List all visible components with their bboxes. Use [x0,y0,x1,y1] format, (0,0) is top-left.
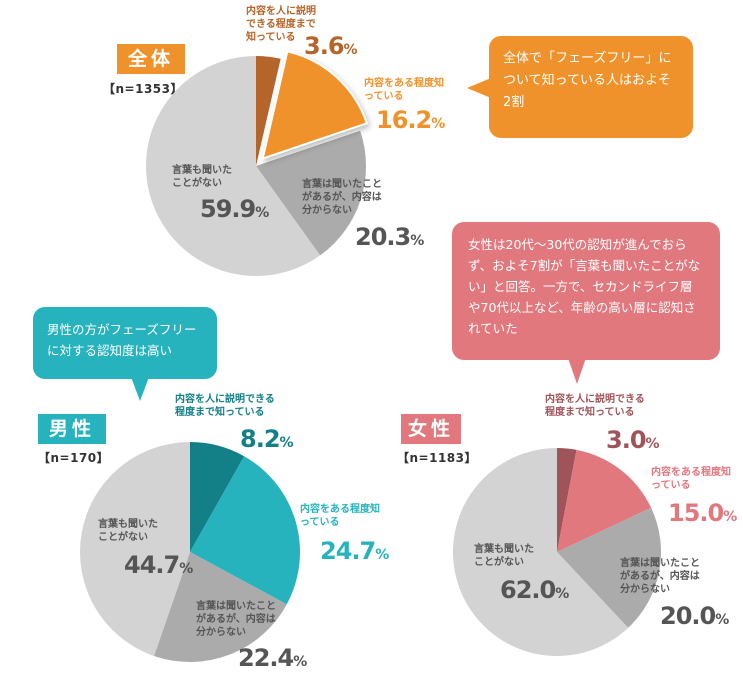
label-female-never: 言葉も聞いたことがない [474,544,534,568]
chart-title-female: 女性 [401,414,461,444]
pie-slice-male-heard [154,552,287,662]
chart-title-male: 男性 [38,414,106,444]
value-female-some: 15.0% [668,499,738,527]
label-male-some: 内容をある程度知っている [300,504,380,528]
callout-female: 女性は20代～30代の認知が進んでおらず、およそ7割が「言葉も聞いたことがない」… [452,222,720,384]
value-male-some: 24.7% [320,537,390,565]
value-all-explain: 3.6% [304,32,358,60]
pie-slice-all-never [146,56,321,276]
pie-slice-all-some [261,50,369,161]
value-male-explain: 8.2% [240,425,294,453]
sample-size-male: 【n=170】 [38,451,110,465]
pie-slice-female-some [557,449,652,552]
sample-size-all: 【n=1353】 [103,82,183,96]
pie-male [80,442,300,662]
pie-slice-female-heard [557,507,661,628]
label-female-some: 内容をある程度知っている [651,467,731,491]
value-female-explain: 3.0% [606,426,660,454]
chart-title-all: 全体 [117,44,185,74]
callout-male-tail [131,377,149,401]
callout-female-text: 女性は20代～30代の認知が進んでおらず、およそ7割が「言葉も聞いたことがない」… [468,237,701,336]
value-male-never: 44.7% [124,551,194,579]
callout-male: 男性の方がフェーズフリーに対する認知度は高い [33,307,217,401]
label-male-never: 言葉も聞いたことがない [98,519,158,543]
label-all-heard: 言葉は聞いたことがあるが、内容は分からない [302,179,382,216]
pie-slice-male-explain [190,442,245,552]
label-all-some: 内容をある程度知っている [364,78,444,102]
pie-all [146,50,369,276]
pie-slice-female-explain [557,448,577,552]
label-male-heard: 言葉は聞いたことがあるが、内容は分からない [196,601,276,638]
value-female-never: 62.0% [500,576,570,604]
sample-size-female: 【n=1183】 [397,451,477,465]
value-female-heard: 20.0% [660,602,730,630]
label-all-explain: 内容を人に説明できる程度まで知っている [246,6,316,43]
value-all-some: 16.2% [376,106,446,134]
pie-slice-all-heard [256,130,366,256]
pie-female [452,448,661,656]
label-male-explain: 内容を人に説明できる程度まで知っている [175,394,275,418]
callout-female-tail [568,358,586,384]
value-male-heard: 22.4% [238,644,308,672]
callout-all-text: 全体で「フェーズフリー」について知っている人はおよそ2割 [503,51,672,110]
callout-male-text: 男性の方がフェーズフリーに対する認知度は高い [47,322,197,358]
callout-all: 全体で「フェーズフリー」について知っている人はおよそ2割 [467,36,693,138]
value-all-never: 59.9% [200,195,270,223]
label-female-heard: 言葉は聞いたことがあるが、内容は分からない [620,558,700,595]
label-female-explain: 内容を人に説明できる程度まで知っている [545,394,645,418]
pie-slice-all-explain [256,56,281,166]
value-all-heard: 20.3% [355,223,425,251]
label-all-never: 言葉も聞いたことがない [172,165,232,189]
pie-slice-male-some [190,456,300,605]
pie-slice-male-never [80,442,190,656]
pie-slice-female-never [452,448,629,656]
callout-all-tail [467,78,491,98]
